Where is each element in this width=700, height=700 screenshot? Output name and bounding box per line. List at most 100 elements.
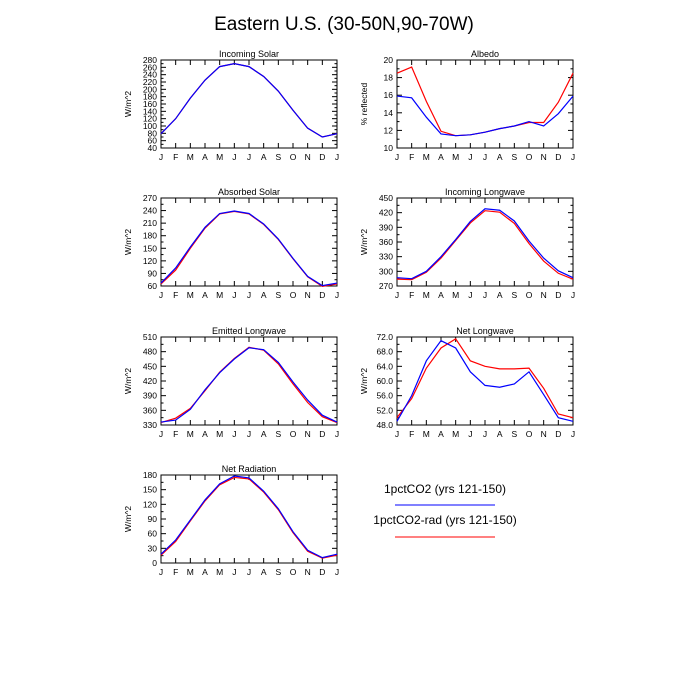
x-tick-label: A (261, 152, 267, 162)
x-tick-label: F (173, 152, 178, 162)
series-line-1pctco2-yrs-121-150 (396, 95, 574, 137)
y-tick-label: 120 (143, 114, 157, 124)
y-tick-label: 270 (143, 193, 157, 203)
series-line-1pctco2-yrs-121-150 (160, 347, 338, 423)
series-line-1pctco2-rad-yrs-121-150 (396, 210, 574, 281)
x-tick-label: J (468, 152, 472, 162)
y-tick-label: 220 (143, 77, 157, 87)
y-tick-label: 140 (143, 106, 157, 116)
y-tick-label: 14 (384, 108, 394, 118)
x-tick-label: A (438, 429, 444, 439)
x-tick-label: F (173, 429, 178, 439)
x-tick-label: D (319, 290, 325, 300)
y-tick-label: 200 (143, 84, 157, 94)
y-tick-label: 60 (148, 529, 158, 539)
x-tick-label: F (173, 567, 178, 577)
x-tick-label: J (159, 429, 163, 439)
y-tick-label: 330 (143, 420, 157, 430)
x-tick-label: O (526, 290, 533, 300)
y-tick-label: 280 (143, 55, 157, 65)
y-tick-label: 180 (143, 92, 157, 102)
y-tick-label: 240 (143, 70, 157, 80)
x-tick-label: J (468, 429, 472, 439)
legend: 1pctCO2 (yrs 121-150) 1pctCO2-rad (yrs 1… (373, 482, 517, 538)
x-tick-label: S (275, 152, 281, 162)
figure-title: Eastern U.S. (30-50N,90-70W) (214, 14, 474, 35)
x-tick-label: M (423, 429, 430, 439)
y-axis-label: W/m^2 (123, 91, 133, 117)
x-tick-label: J (483, 290, 487, 300)
series-line-1pctco2-yrs-121-150 (396, 339, 574, 422)
y-tick-label: 10 (384, 143, 394, 153)
x-tick-label: J (395, 152, 399, 162)
y-tick-label: 390 (379, 222, 393, 232)
y-tick-label: 390 (143, 391, 157, 401)
y-axis-label: W/m^2 (123, 229, 133, 255)
x-tick-label: A (202, 429, 208, 439)
x-tick-label: S (511, 152, 517, 162)
x-tick-label: A (202, 152, 208, 162)
x-tick-label: D (555, 290, 561, 300)
y-tick-label: 18 (384, 73, 394, 83)
x-tick-label: A (202, 290, 208, 300)
y-tick-label: 270 (379, 281, 393, 291)
panel-title: Emitted Longwave (212, 326, 286, 336)
panel-title: Albedo (471, 49, 499, 59)
x-tick-label: S (275, 290, 281, 300)
y-axis-label: W/m^2 (123, 368, 133, 394)
y-tick-label: 56.0 (376, 391, 393, 401)
x-tick-label: J (483, 429, 487, 439)
panel-title: Net Radiation (222, 464, 277, 474)
x-tick-label: M (216, 290, 223, 300)
y-tick-label: 30 (148, 543, 158, 553)
x-tick-label: M (216, 567, 223, 577)
x-tick-label: J (395, 290, 399, 300)
y-tick-label: 420 (379, 208, 393, 218)
y-tick-label: 80 (148, 128, 158, 138)
panel-frame (160, 59, 338, 149)
x-tick-label: D (555, 152, 561, 162)
y-tick-label: 100 (143, 121, 157, 131)
y-tick-label: 0 (152, 558, 157, 568)
x-tick-label: J (247, 290, 251, 300)
x-tick-label: F (409, 152, 414, 162)
series-line-1pctco2-yrs-121-150 (160, 210, 338, 287)
x-tick-label: N (305, 290, 311, 300)
y-tick-label: 68.0 (376, 347, 393, 357)
panel-title: Net Longwave (456, 326, 514, 336)
x-tick-label: A (261, 290, 267, 300)
x-tick-label: M (187, 567, 194, 577)
y-tick-label: 210 (143, 218, 157, 228)
x-tick-label: A (261, 567, 267, 577)
y-tick-label: 260 (143, 62, 157, 72)
y-tick-label: 300 (379, 266, 393, 276)
legend-label-1: 1pctCO2 (yrs 121-150) (384, 482, 506, 496)
x-tick-label: N (305, 567, 311, 577)
x-tick-label: D (319, 567, 325, 577)
y-tick-label: 20 (384, 55, 394, 65)
x-tick-label: S (511, 429, 517, 439)
y-tick-label: 450 (143, 361, 157, 371)
y-tick-label: 510 (143, 332, 157, 342)
x-tick-label: S (275, 567, 281, 577)
series-line-1pctco2-yrs-121-150 (160, 475, 338, 559)
x-tick-label: N (541, 152, 547, 162)
x-tick-label: J (335, 152, 339, 162)
y-tick-label: 48.0 (376, 420, 393, 430)
y-tick-label: 360 (379, 237, 393, 247)
y-tick-label: 160 (143, 99, 157, 109)
y-tick-label: 12 (384, 125, 394, 135)
x-tick-label: N (305, 152, 311, 162)
x-tick-label: J (159, 152, 163, 162)
x-tick-label: M (423, 152, 430, 162)
x-tick-label: J (395, 429, 399, 439)
x-tick-label: O (526, 429, 533, 439)
panel-title: Incoming Solar (219, 49, 279, 59)
legend-label-2: 1pctCO2-rad (yrs 121-150) (373, 513, 516, 527)
y-tick-label: 120 (143, 256, 157, 266)
x-tick-label: J (571, 429, 575, 439)
panel-frame (160, 474, 338, 564)
